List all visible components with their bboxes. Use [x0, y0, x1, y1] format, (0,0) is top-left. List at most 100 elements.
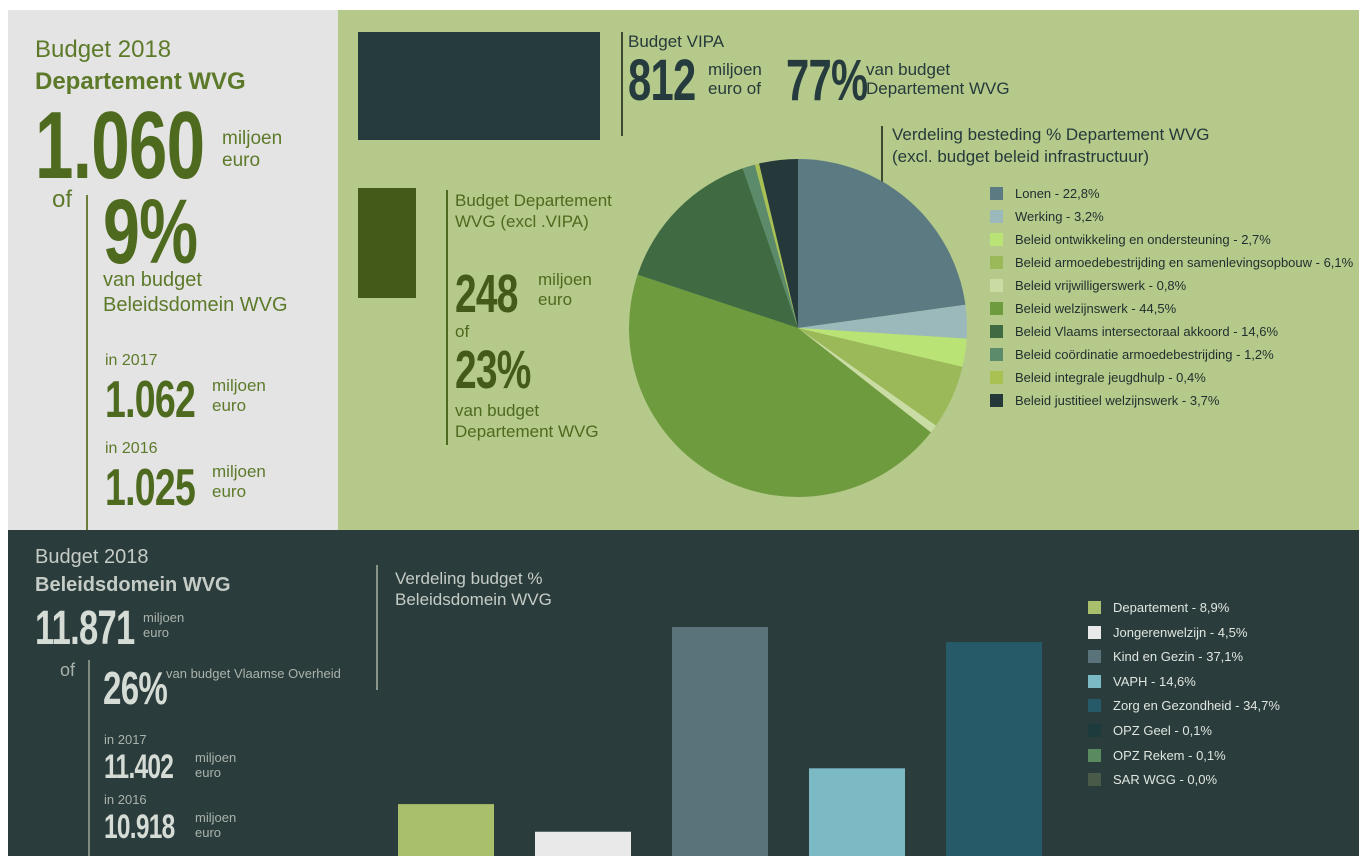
legend: Departement - 8,9% Jongerenwelzijn - 4,5%…: [1088, 596, 1353, 793]
value: 11.402: [104, 748, 174, 786]
legend-swatch: [990, 210, 1003, 223]
value: 1.025: [105, 459, 196, 517]
divider: [88, 660, 90, 856]
legend: Lonen - 22,8% Werking - 3,2% Beleid ontwik…: [990, 182, 1355, 412]
divider: [86, 195, 88, 530]
legend-item: Beleid integrale jeugdhulp - 0,4%: [990, 366, 1355, 389]
divider: [621, 32, 623, 136]
unit: miljoen euro: [538, 270, 592, 309]
legend-item: Departement - 8,9%: [1088, 596, 1353, 619]
value: 10.918: [104, 808, 202, 846]
legend-swatch: [990, 394, 1003, 407]
bar-chart: [398, 627, 1042, 856]
legend-item: Beleid ontwikkeling en ondersteuning - 2…: [990, 228, 1355, 251]
legend-swatch: [990, 233, 1003, 246]
legend-label: Beleid coördinatie armoedebestrijding - …: [1015, 347, 1274, 362]
pct: 23%: [455, 342, 560, 398]
legend-item: Lonen - 22,8%: [990, 182, 1355, 205]
legend-label: Zorg en Gezondheid - 34,7%: [1113, 698, 1280, 714]
legend-item: VAPH - 14,6%: [1088, 670, 1353, 693]
value: 10.918: [104, 808, 175, 846]
value: 9%: [103, 181, 198, 283]
legend-label: SAR WGG - 0,0%: [1113, 772, 1218, 788]
legend-label: Kind en Gezin - 37,1%: [1113, 649, 1244, 665]
pct-text: van budget Beleidsdomein WVG: [103, 269, 288, 316]
legend-item: Beleid coördinatie armoedebestrijding - …: [990, 343, 1355, 366]
value: 248: [455, 264, 518, 324]
legend-item: Beleid vrijwilligerswerk - 0,8%: [990, 274, 1355, 297]
legend-label: Departement - 8,9%: [1113, 600, 1230, 615]
pie-slice: [798, 304, 967, 339]
legend-swatch: [990, 256, 1003, 269]
pie-slice: [754, 163, 798, 328]
pie-slice: [629, 274, 931, 497]
legend-swatch: [990, 371, 1003, 384]
value: 1.062: [105, 371, 196, 429]
value: 1.060: [35, 92, 205, 199]
pct: 77%: [786, 52, 899, 110]
pct: 9%: [103, 186, 234, 278]
legend-label: Beleid welzijnswerk - 44,5%: [1015, 301, 1177, 316]
legend-swatch: [1088, 601, 1101, 614]
legend-label: Beleid justitieel welzijnswerk - 3,7%: [1015, 393, 1220, 408]
year: in 2017: [104, 732, 147, 747]
legend-item: SAR WGG - 0,0%: [1088, 768, 1353, 791]
legend-swatch: [1088, 625, 1101, 639]
pie-slice: [798, 328, 967, 367]
value: 1.062: [105, 372, 230, 428]
big-number: 11.871: [35, 604, 173, 654]
legend-label: OPZ Geel - 0,1%: [1113, 722, 1212, 738]
value: 812: [628, 48, 696, 113]
unit: miljoen euro of: [708, 60, 762, 98]
legend-item: OPZ Rekem - 0,1%: [1088, 744, 1353, 767]
value: 11.402: [104, 748, 200, 786]
legend-swatch: [1088, 723, 1101, 737]
legend-label: VAPH - 14,6%: [1113, 673, 1196, 689]
value: 77%: [786, 48, 868, 113]
legend-label: Werking - 3,2%: [1015, 209, 1104, 224]
title: Budget VIPA: [628, 32, 725, 51]
bar: [535, 831, 631, 856]
legend-item: Beleid justitieel welzijnswerk - 3,7%: [990, 389, 1355, 412]
legend-label: Beleid armoedebestrijding en samenleving…: [1015, 255, 1354, 270]
chart-title: Verdeling budget % Beleidsdomein WVG: [395, 569, 552, 609]
legend-swatch: [990, 302, 1003, 315]
legend-item: Beleid armoedebestrijding en samenleving…: [990, 251, 1355, 274]
unit: miljoen euro: [212, 376, 266, 415]
pie-slice: [798, 328, 936, 433]
unit: miljoen euro: [195, 810, 237, 840]
title: Budget Departement WVG (excl .VIPA): [455, 191, 612, 231]
legend-label: Beleid vrijwilligerswerk - 0,8%: [1015, 278, 1187, 293]
legend-label: Jongerenwelzijn - 4,5%: [1113, 624, 1248, 640]
title: Budget 2018: [35, 36, 172, 63]
pct-text: van budget Departement WVG: [866, 60, 1010, 98]
left-panel: [8, 10, 338, 530]
pie-slice: [759, 159, 798, 328]
pct-text: van budget Departement WVG: [455, 401, 599, 441]
value: 11.871: [35, 602, 135, 655]
legend-item: Kind en Gezin - 37,1%: [1088, 645, 1353, 668]
pct: 26%: [103, 664, 192, 712]
legend-swatch: [990, 187, 1003, 200]
legend-swatch: [990, 325, 1003, 338]
unit: miljoen euro: [222, 128, 283, 171]
unit: miljoen euro: [143, 610, 185, 640]
unit: miljoen euro: [212, 462, 266, 501]
legend-item: Jongerenwelzijn - 4,5%: [1088, 621, 1353, 644]
of: of: [455, 322, 470, 341]
of: of: [60, 660, 76, 680]
divider: [446, 190, 448, 445]
bar: [946, 642, 1042, 856]
legend-swatch: [1088, 699, 1101, 713]
divider: [881, 126, 883, 230]
title: Budget 2018: [35, 546, 149, 568]
value: 248: [455, 266, 542, 322]
year: in 2016: [104, 792, 147, 807]
vipa-block: [358, 32, 600, 140]
dept-block: [358, 188, 416, 298]
legend-label: OPZ Rekem - 0,1%: [1113, 747, 1226, 763]
value: 23%: [455, 340, 531, 400]
pct-text: van budget Vlaamse Overheid: [166, 666, 341, 681]
pie-chart: [629, 159, 967, 497]
value: 26%: [103, 662, 168, 714]
